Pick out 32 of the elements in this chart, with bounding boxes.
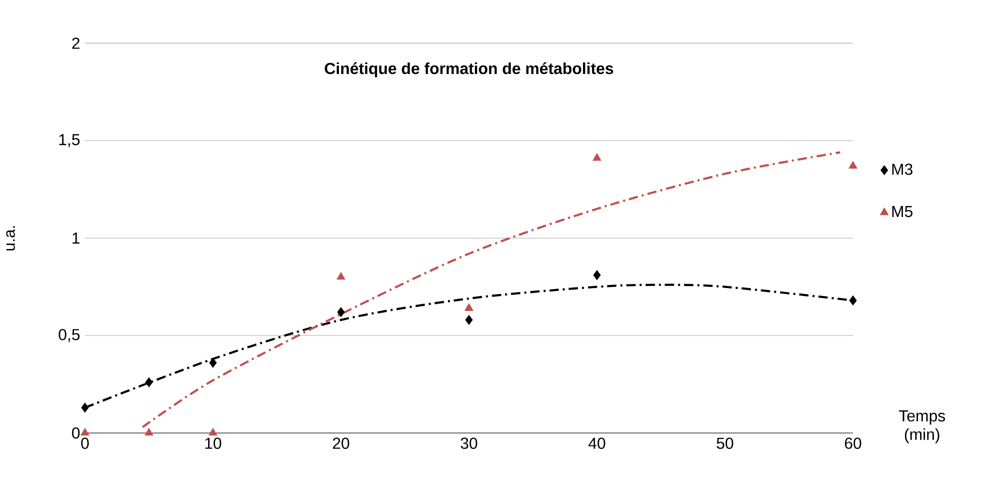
point (208, 428, 218, 436)
x-tick-label: 10 (205, 438, 222, 449)
y-tick-label: 1,5 (59, 134, 80, 148)
x-axis-title: Temps (min) (898, 410, 946, 444)
y-axis-title: u.a. (6, 226, 15, 250)
point (81, 402, 89, 413)
text: Cinétique de formation de métabolites (324, 62, 614, 78)
point (80, 428, 90, 436)
point (592, 153, 602, 161)
y-tick-label: 0,5 (58, 328, 80, 342)
point (593, 270, 601, 280)
y-tick-label: 1 (72, 232, 80, 244)
x-tick-label: 30 (460, 438, 478, 449)
y-tick-label: 0 (72, 427, 80, 439)
point (464, 303, 474, 311)
point (848, 161, 858, 169)
x-tick-label: 60 (844, 438, 862, 449)
point (337, 307, 345, 318)
x-tick-label: 50 (716, 438, 734, 449)
legend-label: M3 (892, 164, 912, 175)
x-tick-label: 20 (332, 438, 350, 449)
legend-label: M5 (892, 206, 912, 218)
line-series (142, 151, 842, 428)
point (209, 358, 217, 368)
x-tick-label: 40 (588, 438, 606, 449)
point (849, 296, 857, 306)
point (465, 315, 473, 325)
point (336, 272, 346, 280)
point (144, 428, 154, 436)
x-tick-label: 0 (81, 438, 89, 449)
point (145, 377, 153, 388)
y-tick-label: 2 (72, 38, 80, 49)
